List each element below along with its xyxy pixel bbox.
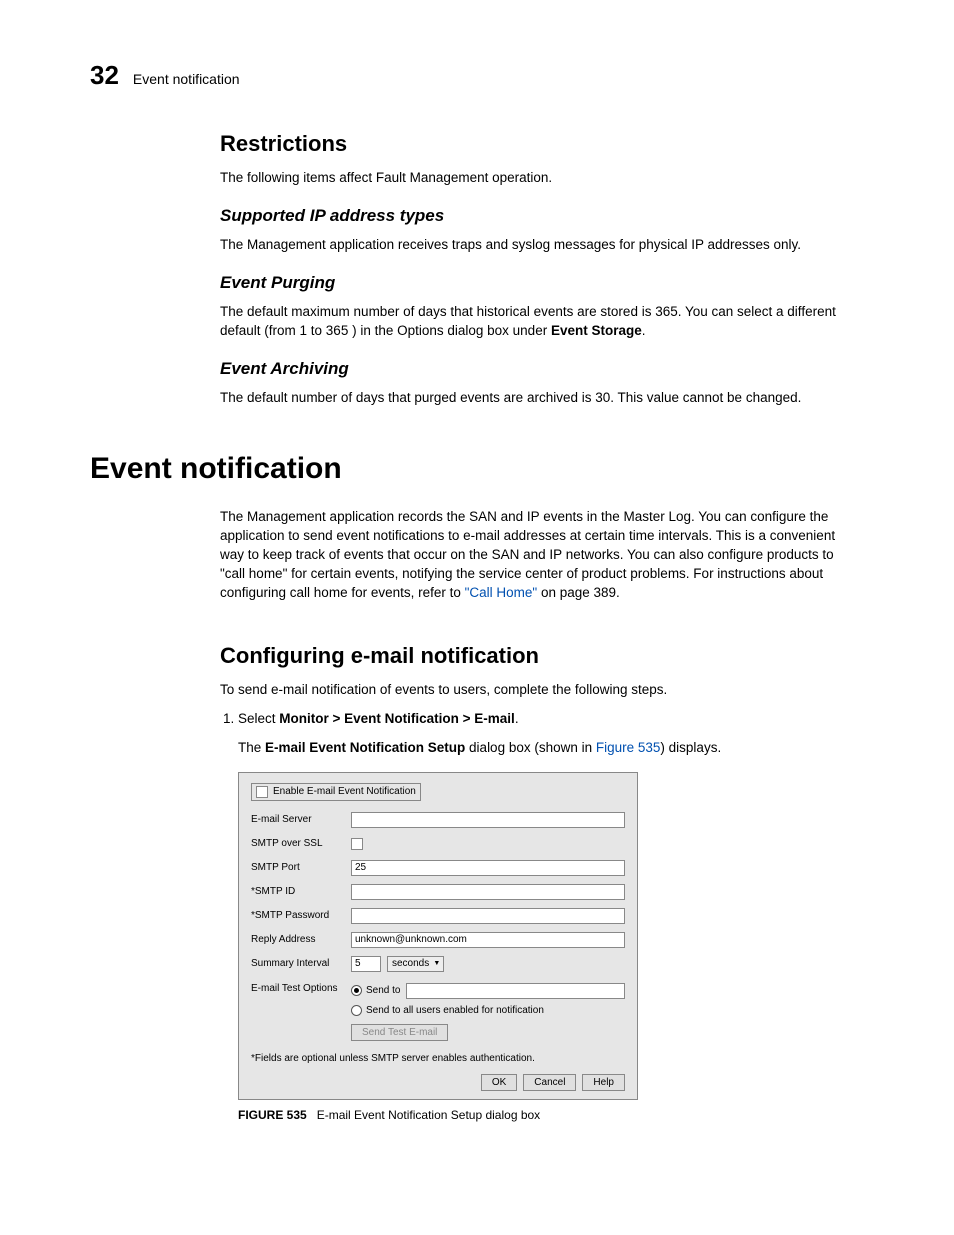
password-input[interactable] bbox=[351, 908, 625, 924]
purging-heading: Event Purging bbox=[220, 273, 854, 293]
ip-types-heading: Supported IP address types bbox=[220, 206, 854, 226]
interval-label: Summary Interval bbox=[251, 958, 351, 969]
help-button[interactable]: Help bbox=[582, 1074, 625, 1091]
port-input[interactable] bbox=[351, 860, 625, 876]
enable-label: Enable E-mail Event Notification bbox=[273, 786, 416, 797]
running-head: Event notification bbox=[133, 71, 240, 87]
id-label: *SMTP ID bbox=[251, 886, 351, 897]
server-input[interactable] bbox=[351, 812, 625, 828]
interval-unit-select[interactable]: seconds bbox=[387, 956, 444, 972]
purging-body: The default maximum number of days that … bbox=[220, 303, 854, 341]
page-header: 32 Event notification bbox=[90, 60, 864, 91]
port-label: SMTP Port bbox=[251, 862, 351, 873]
archiving-heading: Event Archiving bbox=[220, 359, 854, 379]
call-home-link[interactable]: "Call Home" bbox=[465, 585, 538, 600]
figure-caption: FIGURE 535 E-mail Event Notification Set… bbox=[238, 1108, 854, 1122]
ssl-label: SMTP over SSL bbox=[251, 838, 351, 849]
dialog-note: *Fields are optional unless SMTP server … bbox=[251, 1053, 625, 1064]
sendall-label: Send to all users enabled for notificati… bbox=[366, 1005, 544, 1016]
ok-button[interactable]: OK bbox=[481, 1074, 517, 1091]
steps-list: Select Monitor > Event Notification > E-… bbox=[238, 710, 854, 729]
reply-input[interactable] bbox=[351, 932, 625, 948]
enable-checkbox[interactable] bbox=[256, 786, 268, 798]
configuring-intro: To send e-mail notification of events to… bbox=[220, 681, 854, 700]
configuring-heading: Configuring e-mail notification bbox=[220, 643, 854, 669]
event-notification-heading: Event notification bbox=[90, 452, 864, 486]
enable-notification-row[interactable]: Enable E-mail Event Notification bbox=[251, 783, 421, 801]
archiving-body: The default number of days that purged e… bbox=[220, 389, 854, 408]
sendto-input[interactable] bbox=[406, 983, 625, 999]
sendall-radio[interactable] bbox=[351, 1005, 362, 1016]
event-notification-body: The Management application records the S… bbox=[220, 508, 854, 602]
email-setup-dialog: Enable E-mail Event Notification E-mail … bbox=[238, 772, 638, 1100]
sendto-radio[interactable] bbox=[351, 985, 362, 996]
restrictions-intro: The following items affect Fault Managem… bbox=[220, 169, 854, 188]
password-label: *SMTP Password bbox=[251, 910, 351, 921]
reply-label: Reply Address bbox=[251, 934, 351, 945]
step-1: Select Monitor > Event Notification > E-… bbox=[238, 710, 854, 729]
id-input[interactable] bbox=[351, 884, 625, 900]
server-label: E-mail Server bbox=[251, 814, 351, 825]
restrictions-heading: Restrictions bbox=[220, 131, 854, 157]
test-label: E-mail Test Options bbox=[251, 983, 351, 994]
figure-link[interactable]: Figure 535 bbox=[596, 740, 661, 755]
ip-types-body: The Management application receives trap… bbox=[220, 236, 854, 255]
sendto-label: Send to bbox=[366, 985, 400, 996]
ssl-checkbox[interactable] bbox=[351, 838, 363, 850]
interval-input[interactable] bbox=[351, 956, 381, 972]
cancel-button[interactable]: Cancel bbox=[523, 1074, 576, 1091]
step-1-desc: The E-mail Event Notification Setup dial… bbox=[238, 739, 854, 758]
send-test-button[interactable]: Send Test E-mail bbox=[351, 1024, 448, 1041]
page-number: 32 bbox=[90, 60, 119, 91]
